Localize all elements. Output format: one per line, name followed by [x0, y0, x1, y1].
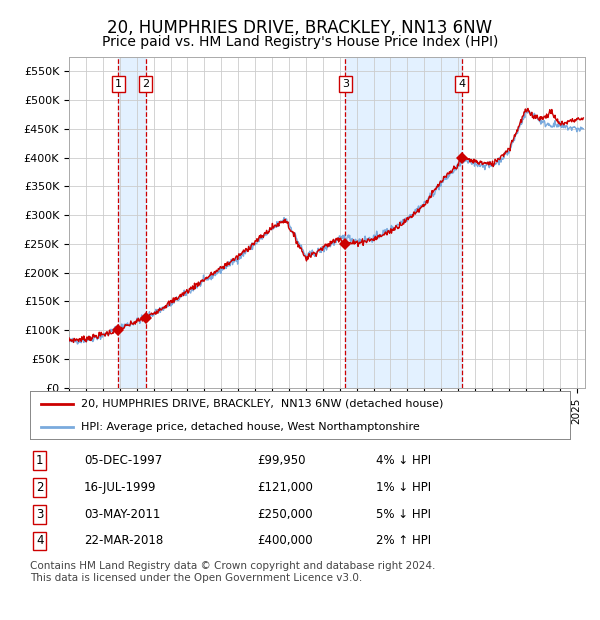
Text: Contains HM Land Registry data © Crown copyright and database right 2024.
This d: Contains HM Land Registry data © Crown c…: [30, 561, 436, 583]
Text: 2: 2: [142, 79, 149, 89]
Bar: [345, 57, 462, 388]
Text: Price paid vs. HM Land Registry's House Price Index (HPI): Price paid vs. HM Land Registry's House …: [102, 35, 498, 49]
Text: 2% ↑ HPI: 2% ↑ HPI: [376, 534, 431, 547]
Text: 1: 1: [115, 79, 122, 89]
Text: 3: 3: [36, 508, 43, 521]
Text: £400,000: £400,000: [257, 534, 313, 547]
Text: 22-MAR-2018: 22-MAR-2018: [84, 534, 163, 547]
Text: 4: 4: [458, 79, 466, 89]
Text: 1: 1: [36, 454, 43, 467]
Text: £250,000: £250,000: [257, 508, 313, 521]
Text: 4% ↓ HPI: 4% ↓ HPI: [376, 454, 431, 467]
Text: £99,950: £99,950: [257, 454, 305, 467]
Text: 20, HUMPHRIES DRIVE, BRACKLEY, NN13 6NW: 20, HUMPHRIES DRIVE, BRACKLEY, NN13 6NW: [107, 19, 493, 37]
Text: 1% ↓ HPI: 1% ↓ HPI: [376, 480, 431, 494]
Text: 16-JUL-1999: 16-JUL-1999: [84, 480, 157, 494]
Text: 20, HUMPHRIES DRIVE, BRACKLEY,  NN13 6NW (detached house): 20, HUMPHRIES DRIVE, BRACKLEY, NN13 6NW …: [82, 399, 443, 409]
Text: £121,000: £121,000: [257, 480, 313, 494]
Text: HPI: Average price, detached house, West Northamptonshire: HPI: Average price, detached house, West…: [82, 422, 420, 432]
Text: 03-MAY-2011: 03-MAY-2011: [84, 508, 160, 521]
Bar: [118, 57, 146, 388]
Text: 2: 2: [36, 480, 43, 494]
Text: 05-DEC-1997: 05-DEC-1997: [84, 454, 162, 467]
Text: 5% ↓ HPI: 5% ↓ HPI: [376, 508, 431, 521]
Text: 4: 4: [36, 534, 43, 547]
Text: 3: 3: [342, 79, 349, 89]
